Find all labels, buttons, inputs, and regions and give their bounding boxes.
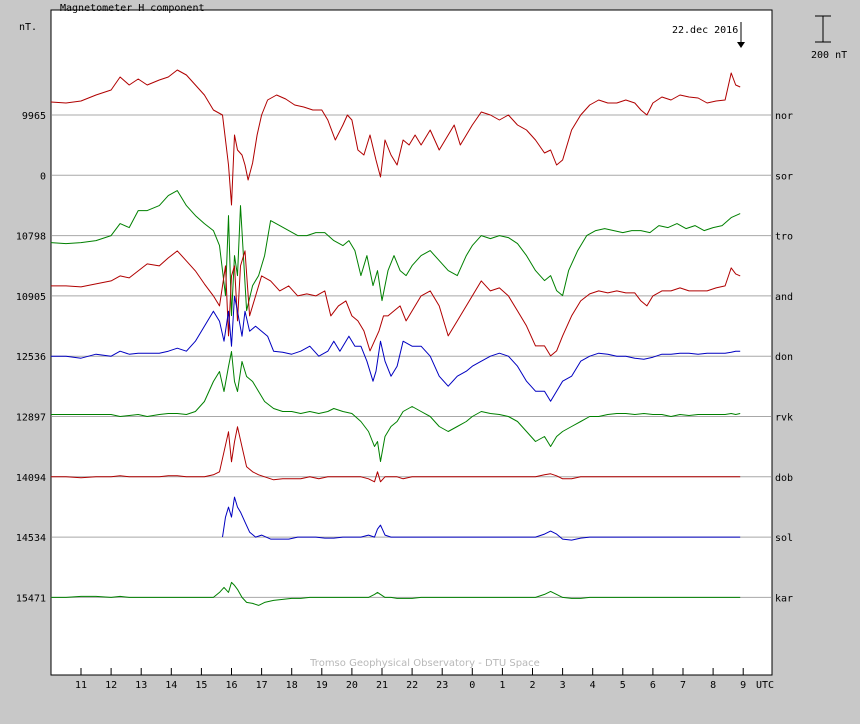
x-tick-label-20: 7 [680,680,686,691]
scale-label: 200 nT [811,50,847,61]
baseline-value-don: 12536 [16,352,46,363]
x-tick-label-18: 5 [620,680,626,691]
trace-kar [50,581,741,606]
station-code-rvk: rvk [775,413,793,424]
x-tick-label-15: 2 [529,680,535,691]
x-tick-label-19: 6 [650,680,656,691]
x-tick-label-16: 3 [560,680,566,691]
x-tick-label-0: 11 [75,680,87,691]
station-code-dob: dob [775,473,793,484]
plot-area [50,9,773,676]
station-code-sor: sor [775,171,793,182]
credit-text: Tromso Geophysical Observatory - DTU Spa… [309,658,540,669]
trace-don [50,295,741,402]
scale-bar [815,15,831,43]
station-code-don: don [775,352,793,363]
x-tick-label-12: 23 [436,680,448,691]
x-tick-label-6: 17 [256,680,268,691]
trace-nor [50,69,741,206]
baseline-value-and: 10905 [16,292,46,303]
trace-sol [222,496,741,541]
x-tick-label-14: 1 [499,680,505,691]
unit-label: nT. [19,22,37,33]
baseline-value-kar: 15471 [16,593,46,604]
x-tick-label-1: 12 [105,680,117,691]
x-tick-label-3: 14 [165,680,177,691]
station-code-nor: nor [775,111,793,122]
x-tick-label-22: 9 [740,680,746,691]
trace-tro [50,190,741,317]
traces [50,69,741,606]
baseline-value-sor: 0 [40,171,46,182]
x-tick-label-10: 21 [376,680,388,691]
baseline-value-nor: 9965 [22,111,46,122]
x-tick-label-21: 8 [710,680,716,691]
x-tick-label-7: 18 [286,680,298,691]
baselines: 9965 nor 0 sor 10798 tro 10905 and 12536 don 12897… [16,111,793,604]
station-code-tro: tro [775,232,793,243]
x-tick-label-11: 22 [406,680,418,691]
x-tick-label-9: 20 [346,680,358,691]
x-unit-label: UTC [756,680,774,691]
baseline-value-rvk: 12897 [16,413,46,424]
trace-and [50,250,741,357]
baseline-value-dob: 14094 [16,473,46,484]
chart-title: Magnetometer H component [60,3,205,14]
date-arrow-head [737,42,745,48]
trace-dob [50,426,741,483]
station-code-kar: kar [775,593,793,604]
x-tick-label-17: 4 [590,680,596,691]
station-code-and: and [775,292,793,303]
trace-rvk [50,351,741,462]
x-tick-label-8: 19 [316,680,328,691]
x-tick-label-2: 13 [135,680,147,691]
baseline-value-tro: 10798 [16,232,46,243]
x-axis: 11 12 13 14 15 16 17 18 19 20 21 22 23 0 1 2 3 4 5 6 7 8 9 [75,668,746,691]
x-tick-label-5: 16 [225,680,237,691]
date-label: 22.dec 2016 [672,25,738,36]
x-tick-label-4: 15 [195,680,207,691]
x-tick-label-13: 0 [469,680,475,691]
station-code-sol: sol [775,533,793,544]
baseline-value-sol: 14534 [16,533,46,544]
